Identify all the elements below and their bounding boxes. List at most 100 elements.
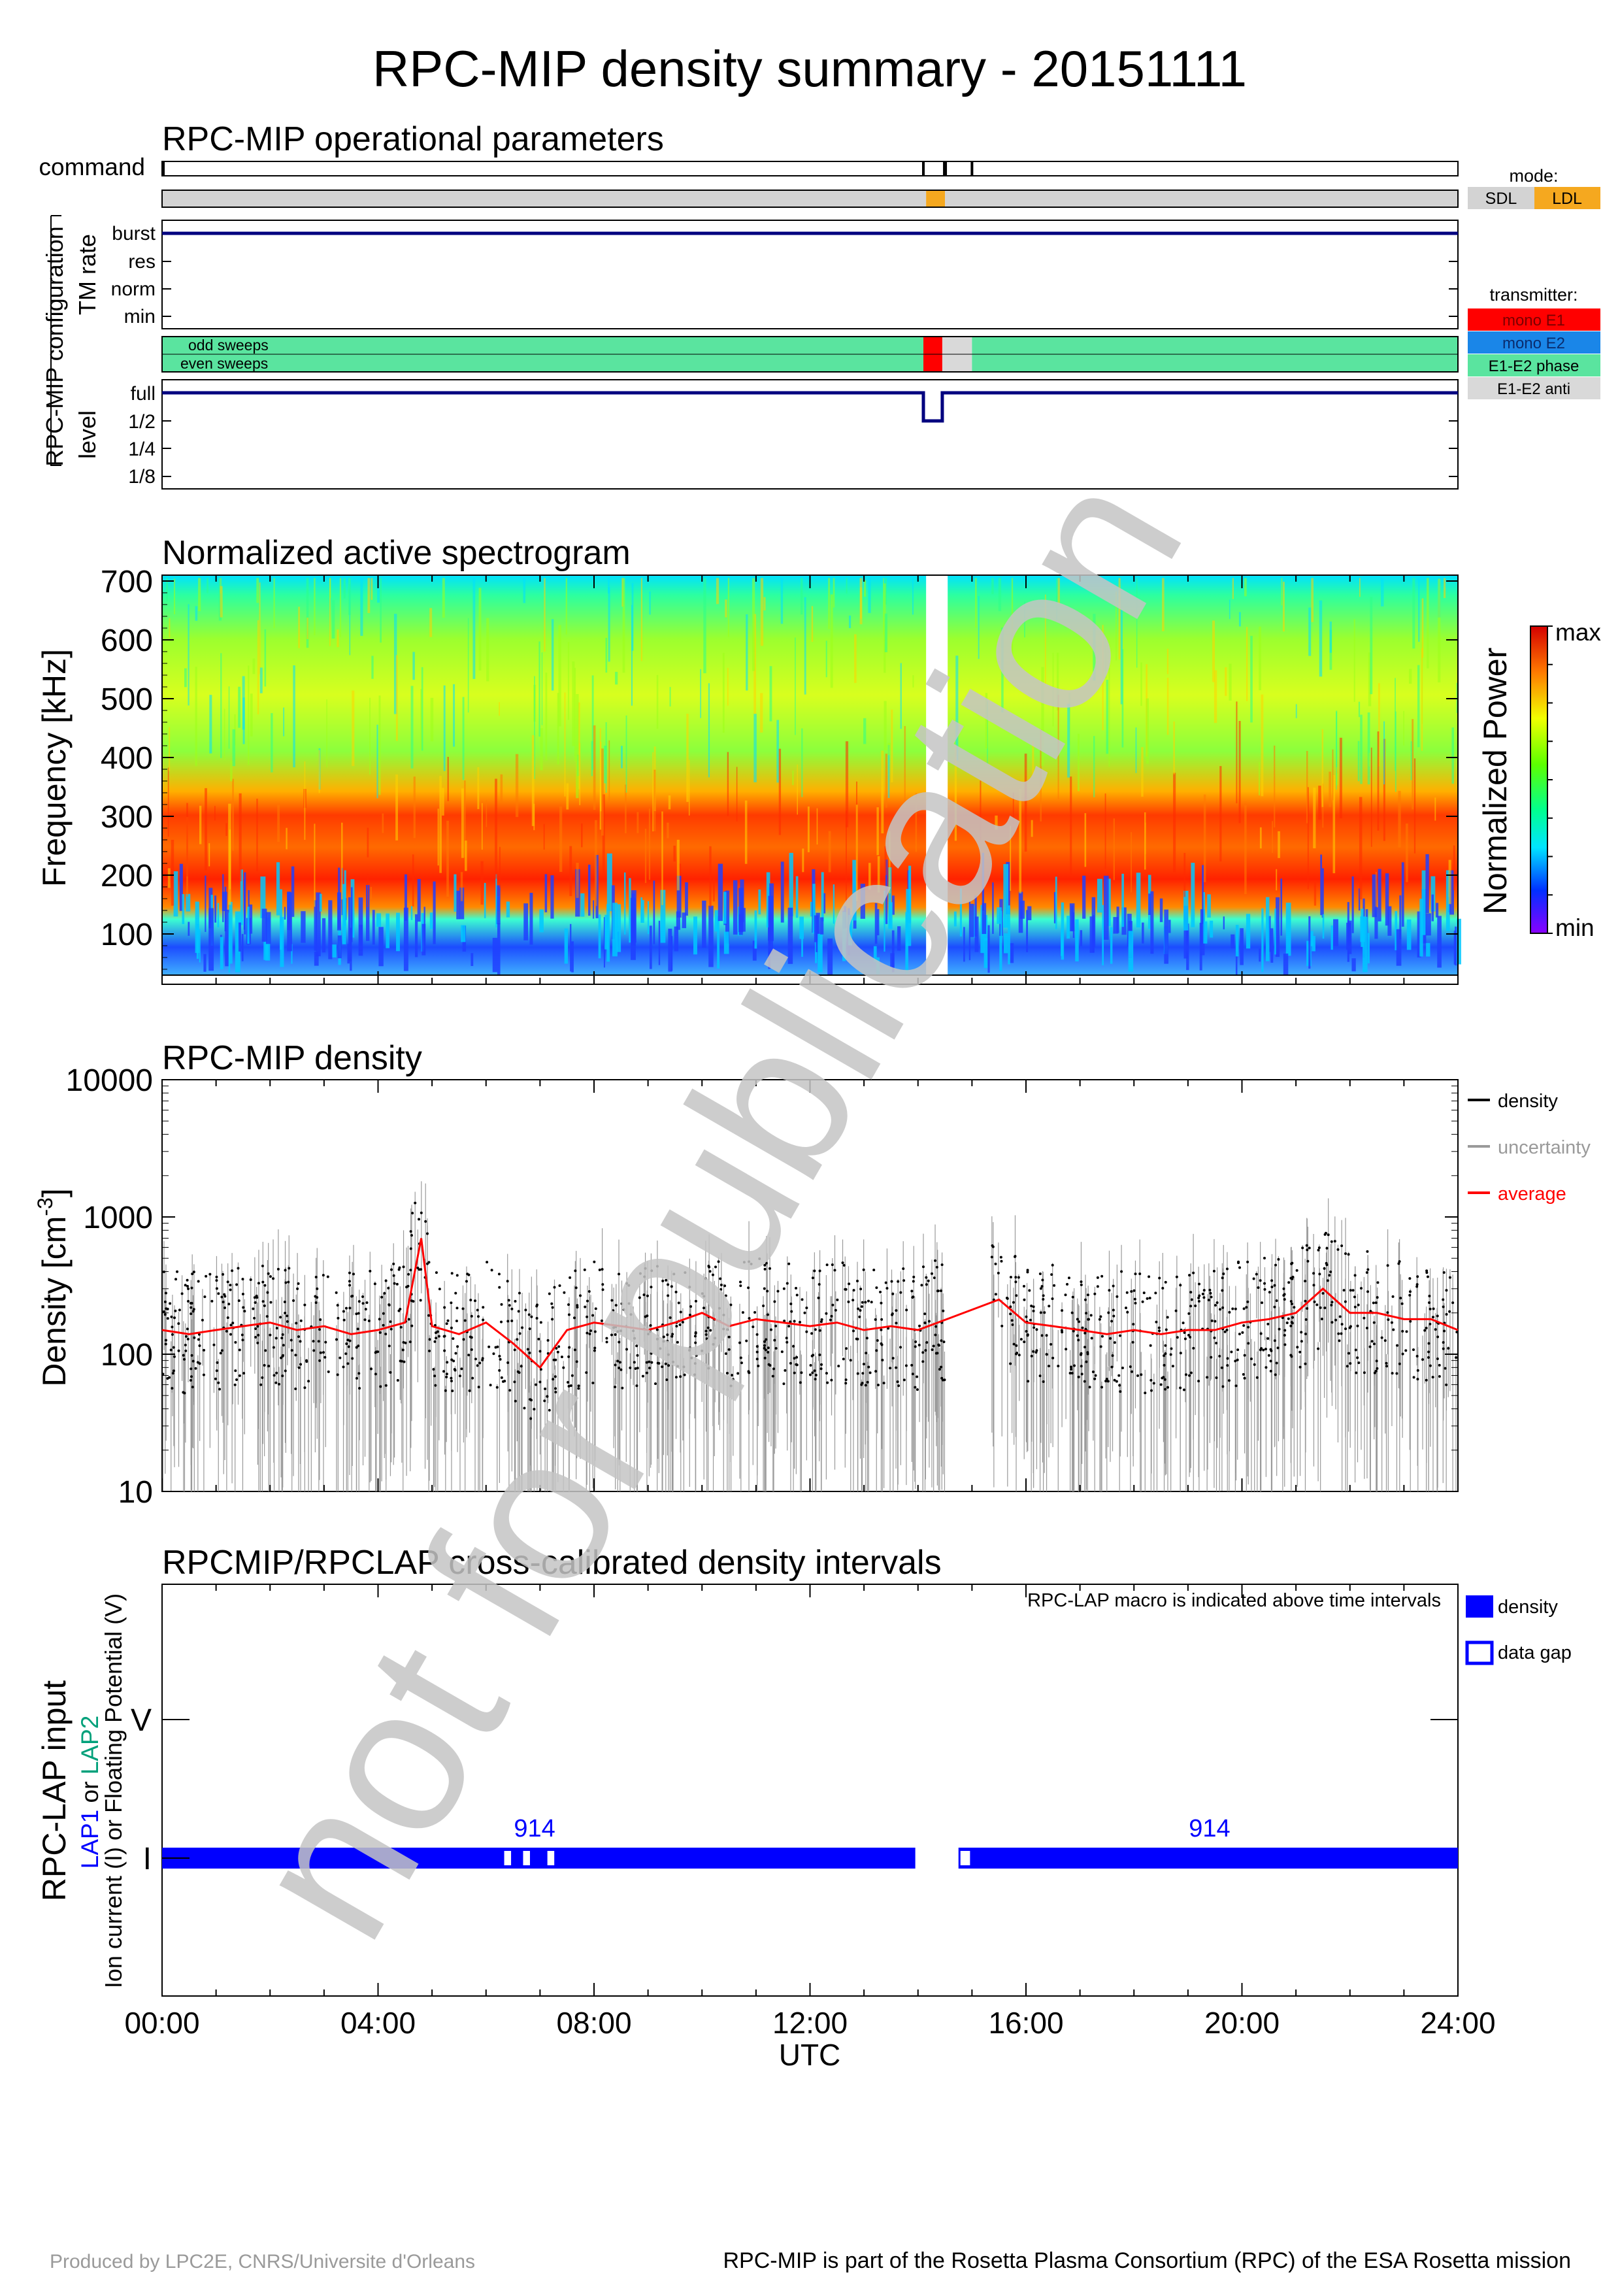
density-point [382, 1323, 385, 1327]
density-point [573, 1348, 576, 1352]
density-point [235, 1378, 239, 1381]
density-point [348, 1339, 352, 1342]
density-point [1182, 1388, 1185, 1391]
spectrogram-low-freq-streak [243, 879, 246, 930]
density-point [1298, 1350, 1302, 1354]
density-point [867, 1299, 870, 1303]
spectrogram-low-freq-streak [1061, 929, 1063, 956]
density-point [1353, 1295, 1357, 1299]
density-point [265, 1315, 269, 1318]
density-point [1236, 1348, 1240, 1352]
density-point [1045, 1334, 1048, 1337]
density-point [763, 1263, 767, 1267]
density-point [1383, 1339, 1387, 1342]
spectrogram-low-freq-streak [852, 859, 857, 921]
density-point [467, 1354, 471, 1357]
density-point [1252, 1277, 1255, 1280]
density-point [1100, 1274, 1104, 1278]
density-point [1064, 1293, 1067, 1297]
density-point [299, 1340, 302, 1343]
density-point [365, 1301, 369, 1305]
spectrogram-streak [541, 652, 543, 725]
spectrogram-streak [1214, 670, 1217, 724]
spectrogram-low-freq-streak [676, 875, 682, 918]
odd-sweeps-strip [162, 337, 1458, 354]
density-point [859, 1288, 863, 1291]
legend-mono-e2-label: mono E2 [1502, 335, 1565, 352]
density-point [1348, 1326, 1351, 1329]
density-point [820, 1318, 823, 1321]
spectrogram-low-freq-streak [1102, 905, 1104, 966]
spectrogram-streak [420, 689, 422, 749]
density-point [1113, 1378, 1116, 1382]
density-point [1159, 1383, 1163, 1386]
crosscal-ytick-v: V [131, 1703, 152, 1738]
spectrogram-low-freq-streak [860, 884, 865, 919]
density-point [348, 1271, 351, 1274]
density-point [450, 1376, 453, 1380]
density-point [277, 1382, 280, 1386]
density-point [1261, 1301, 1264, 1305]
density-point [868, 1371, 872, 1374]
density-point [925, 1340, 929, 1344]
spectrogram-streak [572, 661, 575, 746]
spectrogram-streak [1383, 739, 1385, 841]
density-point [1287, 1317, 1290, 1320]
spectrogram-streak [209, 695, 212, 754]
spectrogram-low-freq-streak [224, 886, 227, 931]
spectrogram-streak [622, 578, 625, 673]
density-point [1290, 1303, 1293, 1306]
density-point [1112, 1314, 1116, 1318]
density-point [446, 1319, 450, 1322]
density-point [1212, 1269, 1215, 1273]
odd-sweep-segment [923, 337, 942, 354]
spectrogram-streak [371, 578, 373, 600]
density-point [1442, 1341, 1445, 1344]
density-point [830, 1378, 833, 1382]
density-point [518, 1332, 521, 1335]
density-point [849, 1359, 852, 1362]
density-point [669, 1316, 672, 1320]
spectrogram-streak [709, 846, 712, 908]
spectrogram-streak [998, 578, 1002, 612]
spectrogram-low-freq-streak [1164, 909, 1168, 964]
density-point [1039, 1311, 1042, 1314]
density-point [369, 1367, 372, 1371]
density-point [1170, 1347, 1173, 1350]
spectrogram-streak [259, 667, 263, 693]
density-point [215, 1279, 218, 1282]
density-point [477, 1386, 480, 1389]
density-point [1080, 1365, 1083, 1368]
density-point [774, 1346, 778, 1350]
density-point [387, 1286, 390, 1289]
density-point [1356, 1356, 1359, 1359]
density-point [1175, 1275, 1178, 1278]
density-point [650, 1361, 653, 1364]
density-point [568, 1346, 571, 1349]
density-point [569, 1384, 572, 1388]
density-point [442, 1335, 446, 1338]
density-point [238, 1348, 241, 1352]
density-point [1161, 1376, 1164, 1380]
density-point [670, 1285, 673, 1288]
density-point [273, 1374, 276, 1377]
spectrogram-streak [1113, 818, 1116, 880]
spectrogram-streak [1421, 648, 1423, 751]
spectrogram-low-freq-streak [780, 861, 784, 923]
density-point [444, 1389, 447, 1392]
density-point [936, 1289, 940, 1293]
density-point [284, 1269, 287, 1272]
density-point [294, 1387, 297, 1390]
density-point [891, 1312, 894, 1316]
density-point [1340, 1332, 1343, 1335]
spectrogram-low-freq-streak [974, 905, 976, 938]
density-point [825, 1372, 828, 1375]
spectrogram-low-freq-streak [179, 863, 183, 911]
density-point [1010, 1319, 1014, 1322]
spectrogram-streak [540, 728, 543, 771]
density-point [176, 1270, 179, 1273]
spectrogram-streak [1225, 667, 1227, 696]
spectrogram-streak [1358, 701, 1361, 718]
density-point [410, 1324, 414, 1327]
spectrogram-low-freq-streak [1449, 870, 1455, 915]
